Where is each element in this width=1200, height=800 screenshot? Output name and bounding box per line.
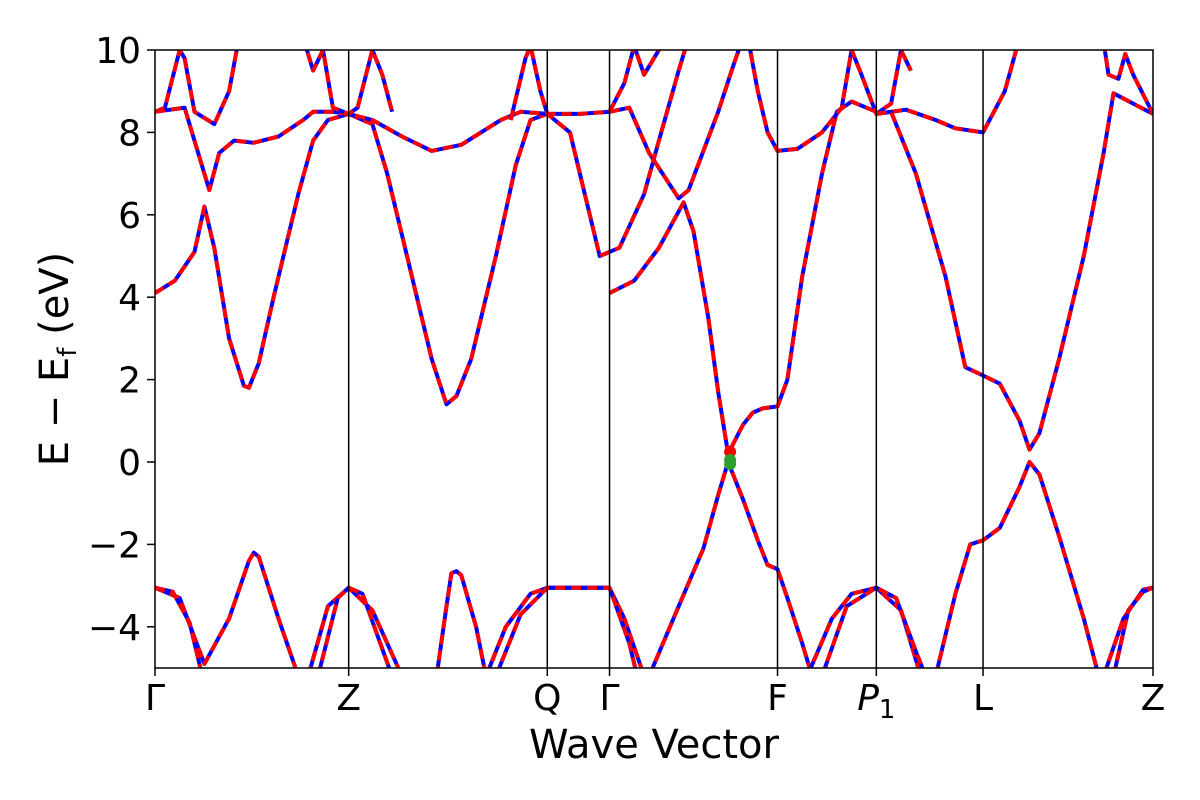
plot-frame — [154, 49, 1154, 669]
x-tick-label-2: Q — [533, 678, 561, 719]
y-tick-label-1: −2 — [88, 525, 141, 566]
y-axis-label: E − Ef (eV) — [32, 252, 83, 467]
band-model-line-7 — [650, 460, 812, 668]
y-axis-label-unit: (eV) — [32, 252, 78, 348]
x-tick-label-0: Γ — [145, 678, 165, 719]
y-tick-label-5: 6 — [118, 196, 141, 237]
y-tick-label-7: 10 — [95, 31, 141, 72]
x-tick-label-3: Γ — [600, 678, 620, 719]
band-model-line-8 — [608, 99, 878, 456]
band-ref-line-5 — [487, 585, 644, 668]
band-ref-line-0 — [155, 550, 298, 668]
band-model-line-6 — [497, 585, 638, 668]
x-tick-label-5: P1 — [857, 678, 895, 725]
y-tick-label-0: −4 — [88, 608, 141, 649]
band-model-line-21 — [935, 460, 1099, 668]
bands-layer — [155, 50, 1153, 668]
band-ref-line-18 — [876, 91, 1153, 452]
band-model-line-16 — [748, 50, 913, 153]
y-ticks: −4 −2 0 2 4 6 8 10 — [88, 31, 155, 649]
band-ref-line-7 — [650, 460, 812, 668]
y-tick-label-6: 8 — [118, 113, 141, 154]
markers-layer — [724, 445, 737, 471]
y-axis-label-main: E − E — [32, 357, 78, 467]
band-model-line-18 — [876, 91, 1153, 452]
band-model-line-4 — [435, 569, 487, 668]
band-model-line-20 — [822, 585, 925, 668]
x-tick-label-4: F — [767, 678, 788, 719]
band-model-line-3 — [318, 585, 392, 668]
x-tick-label-7: Z — [1141, 678, 1166, 719]
band-ref-line-10 — [347, 112, 548, 407]
kpoint-lines — [347, 50, 984, 668]
band-ref-line-17 — [876, 50, 1019, 135]
band-model-line-1 — [155, 585, 203, 668]
band-ref-line-22 — [1104, 585, 1153, 668]
band-ref-line-13 — [304, 50, 395, 116]
band-model-line-9 — [155, 111, 350, 390]
band-ref-line-19 — [808, 585, 921, 668]
band-model-line-15 — [607, 50, 662, 113]
x-ticks: Γ Z Q Γ F P1 L Z — [145, 668, 1165, 725]
band-ref-line-16 — [748, 50, 913, 153]
y-tick-label-2: 0 — [118, 443, 141, 484]
band-model-line-23 — [1113, 585, 1153, 668]
band-ref-line-11 — [155, 50, 741, 201]
band-model-line-12 — [155, 50, 239, 127]
marker-point-0 — [724, 445, 737, 458]
band-ref-line-1 — [155, 585, 203, 668]
x-tick-label-1: Z — [336, 678, 361, 719]
band-model-line-14 — [508, 50, 687, 258]
marker-point-2 — [724, 458, 737, 471]
band-model-line-11 — [155, 50, 741, 201]
band-model-line-13 — [304, 50, 395, 116]
y-tick-label-4: 4 — [118, 278, 141, 319]
band-model-line-22 — [1104, 585, 1153, 668]
x-tick-label-6: L — [973, 678, 993, 719]
band-model-line-24 — [1102, 50, 1153, 115]
y-axis-label-subscript: f — [53, 347, 83, 357]
band-model-line-5 — [487, 585, 644, 668]
y-tick-label-3: 2 — [118, 361, 141, 402]
band-model-line-17 — [876, 50, 1019, 135]
x-axis-label: Wave Vector — [529, 722, 780, 768]
band-ref-line-9 — [155, 111, 350, 390]
band-ref-line-15 — [607, 50, 662, 113]
band-model-line-10 — [347, 112, 548, 407]
